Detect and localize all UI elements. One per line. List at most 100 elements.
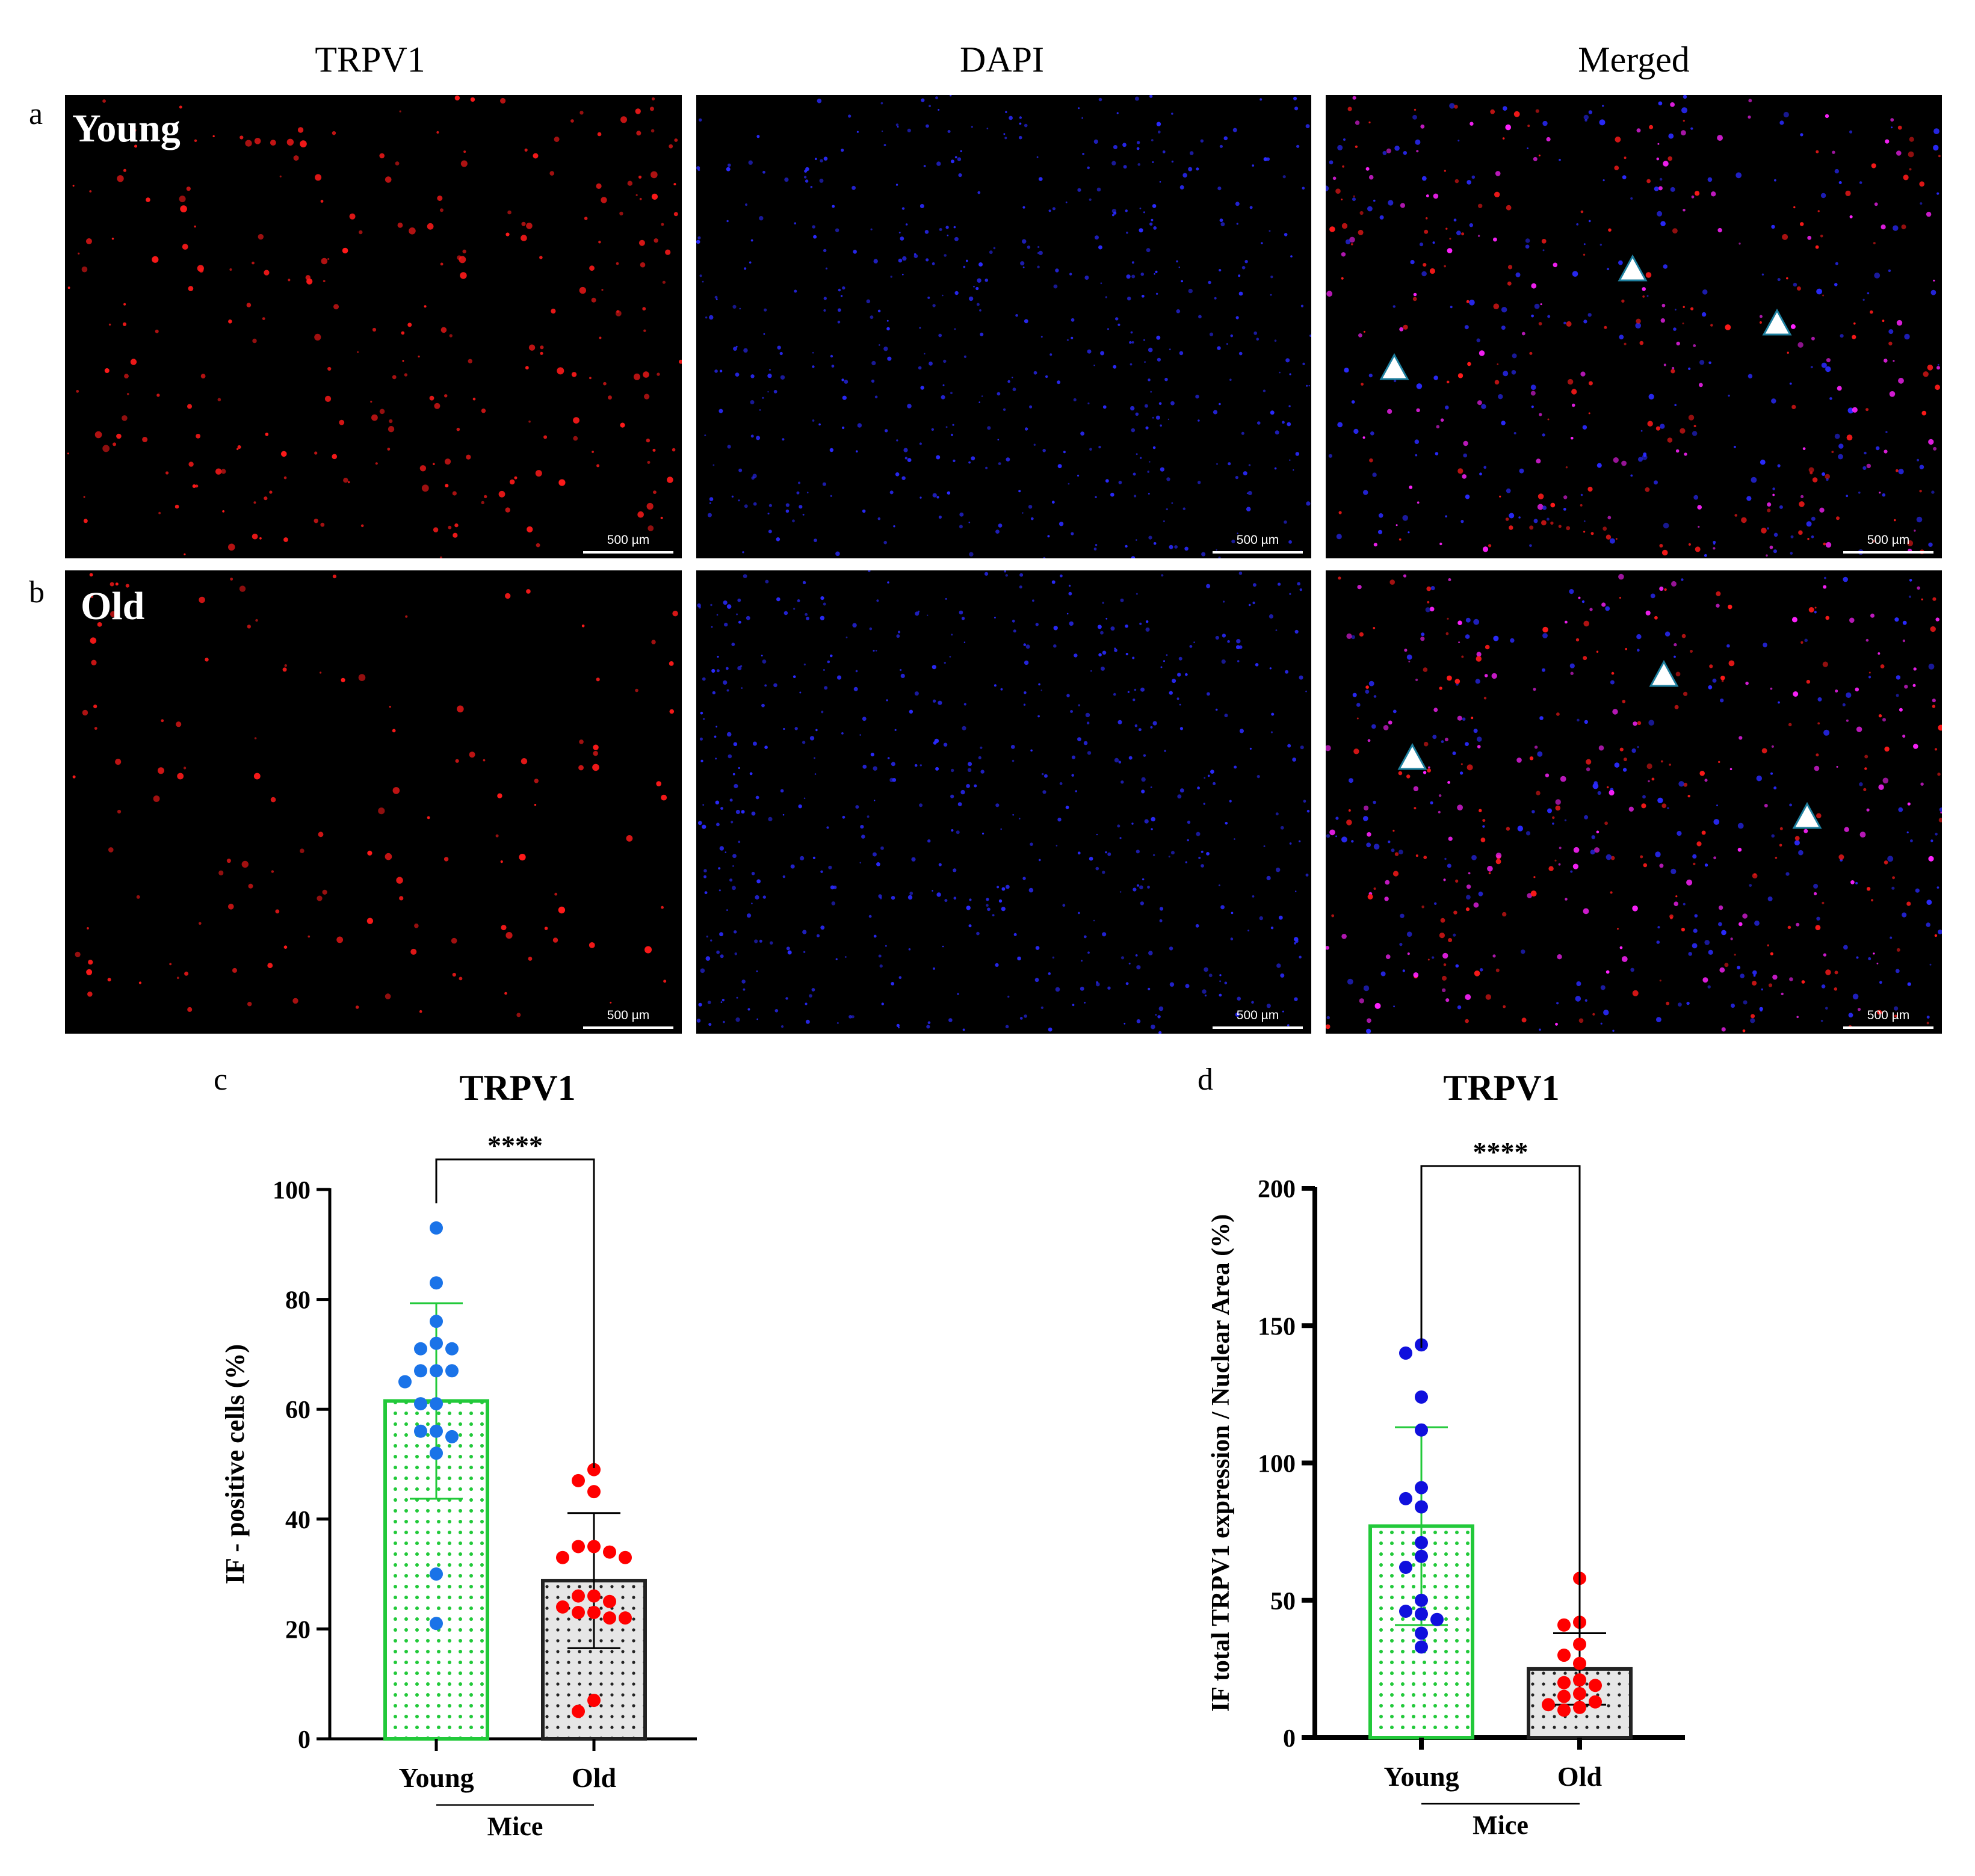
- cell-signal-dot: [87, 927, 89, 930]
- cell-signal-dot: [1690, 650, 1693, 653]
- cell-signal-dot: [1098, 245, 1102, 250]
- cell-signal-dot: [768, 529, 772, 534]
- cell-signal-dot: [1878, 652, 1881, 655]
- cell-signal-dot: [1162, 150, 1166, 153]
- cell-signal-dot: [1583, 319, 1587, 324]
- cell-signal-dot: [756, 970, 758, 972]
- cell-signal-dot: [1384, 896, 1389, 901]
- cell-signal-dot: [1439, 933, 1445, 939]
- cell-signal-dot: [743, 574, 747, 578]
- cell-signal-dot: [1516, 757, 1522, 763]
- cell-signal-dot: [1538, 493, 1544, 499]
- cell-signal-dot: [1022, 877, 1026, 880]
- cell-signal-dot: [1222, 600, 1225, 603]
- cell-signal-dot: [1670, 102, 1675, 107]
- cell-signal-dot: [697, 236, 701, 239]
- cell-signal-dot: [1657, 143, 1660, 145]
- cell-signal-dot: [1505, 124, 1511, 131]
- data-point: [414, 1424, 427, 1438]
- cell-signal-dot: [702, 280, 704, 283]
- cell-signal-dot: [951, 829, 954, 832]
- cell-signal-dot: [929, 361, 933, 366]
- cell-signal-dot: [1042, 790, 1046, 794]
- cell-signal-dot: [1575, 996, 1581, 1002]
- cell-signal-dot: [984, 572, 989, 576]
- cell-signal-dot: [1880, 664, 1885, 668]
- cell-signal-dot: [803, 951, 806, 953]
- cell-signal-dot: [876, 599, 879, 602]
- cell-signal-dot: [1582, 425, 1587, 430]
- data-point: [1415, 1535, 1428, 1549]
- cell-signal-dot: [1071, 318, 1075, 322]
- cell-signal-dot: [1235, 1012, 1240, 1017]
- cell-signal-dot: [1462, 717, 1466, 721]
- cell-signal-dot: [1541, 239, 1547, 244]
- cell-signal-dot: [169, 963, 172, 966]
- cell-signal-dot: [437, 196, 443, 201]
- cell-signal-dot: [1908, 595, 1911, 598]
- cell-signal-dot: [389, 706, 391, 708]
- cell-signal-dot: [248, 883, 253, 889]
- cell-signal-dot: [1502, 137, 1505, 140]
- cell-signal-dot: [1373, 199, 1376, 202]
- cell-signal-dot: [1937, 773, 1941, 776]
- cell-signal-dot: [245, 140, 252, 147]
- cell-signal-dot: [1477, 745, 1481, 748]
- cell-signal-dot: [673, 183, 676, 186]
- cell-signal-dot: [780, 789, 784, 793]
- cell-signal-dot: [1174, 545, 1178, 549]
- cell-signal-dot: [1136, 453, 1138, 455]
- cell-signal-dot: [449, 334, 453, 338]
- cell-signal-dot: [880, 846, 884, 850]
- cell-signal-dot: [1536, 458, 1541, 464]
- cell-signal-dot: [1256, 421, 1261, 425]
- cell-signal-dot: [1799, 222, 1804, 226]
- cell-signal-dot: [746, 913, 752, 918]
- cell-signal-dot: [1919, 181, 1925, 187]
- cell-signal-dot: [1937, 363, 1939, 366]
- cell-signal-dot: [1696, 841, 1702, 847]
- cell-signal-dot: [830, 885, 835, 890]
- cell-signal-dot: [183, 767, 187, 770]
- cell-signal-dot: [1098, 97, 1102, 102]
- cell-signal-dot: [804, 170, 808, 173]
- cell-signal-dot: [1179, 727, 1184, 730]
- cell-signal-dot: [603, 381, 607, 386]
- cell-signal-dot: [1888, 329, 1894, 335]
- cell-signal-dot: [942, 945, 944, 948]
- cell-signal-dot: [1177, 673, 1181, 677]
- cell-signal-dot: [1453, 218, 1457, 222]
- cell-signal-dot: [1930, 289, 1936, 295]
- cell-signal-dot: [1028, 505, 1033, 509]
- cell-signal-dot: [1852, 335, 1856, 339]
- cell-signal-dot: [1294, 106, 1299, 111]
- cell-signal-dot: [1492, 954, 1496, 958]
- cell-signal-dot: [247, 625, 252, 629]
- cell-signal-dot: [1278, 582, 1281, 586]
- cell-signal-dot: [1269, 230, 1271, 232]
- cell-signal-dot: [1811, 336, 1815, 341]
- cell-signal-dot: [1351, 635, 1355, 640]
- cell-signal-dot: [1444, 265, 1446, 268]
- cell-signal-dot: [1479, 350, 1485, 356]
- cell-signal-dot: [1118, 761, 1122, 764]
- cell-signal-dot: [1717, 227, 1722, 233]
- cell-signal-dot: [1171, 502, 1173, 504]
- cell-signal-dot: [236, 448, 239, 451]
- cell-signal-dot: [78, 252, 80, 255]
- cell-signal-dot: [526, 223, 533, 229]
- cell-signal-dot: [1806, 679, 1811, 684]
- cell-signal-dot: [1909, 168, 1912, 171]
- cell-signal-dot: [1022, 206, 1025, 209]
- cell-signal-dot: [1759, 321, 1762, 324]
- cell-signal-dot: [669, 709, 675, 714]
- cell-signal-dot: [1473, 619, 1480, 625]
- cell-signal-dot: [1598, 745, 1604, 751]
- cell-signal-dot: [665, 249, 671, 255]
- cell-signal-dot: [1606, 534, 1612, 540]
- cell-signal-dot: [726, 167, 731, 171]
- cell-signal-dot: [1847, 407, 1854, 414]
- cell-signal-dot: [94, 431, 102, 439]
- cell-signal-dot: [942, 384, 945, 386]
